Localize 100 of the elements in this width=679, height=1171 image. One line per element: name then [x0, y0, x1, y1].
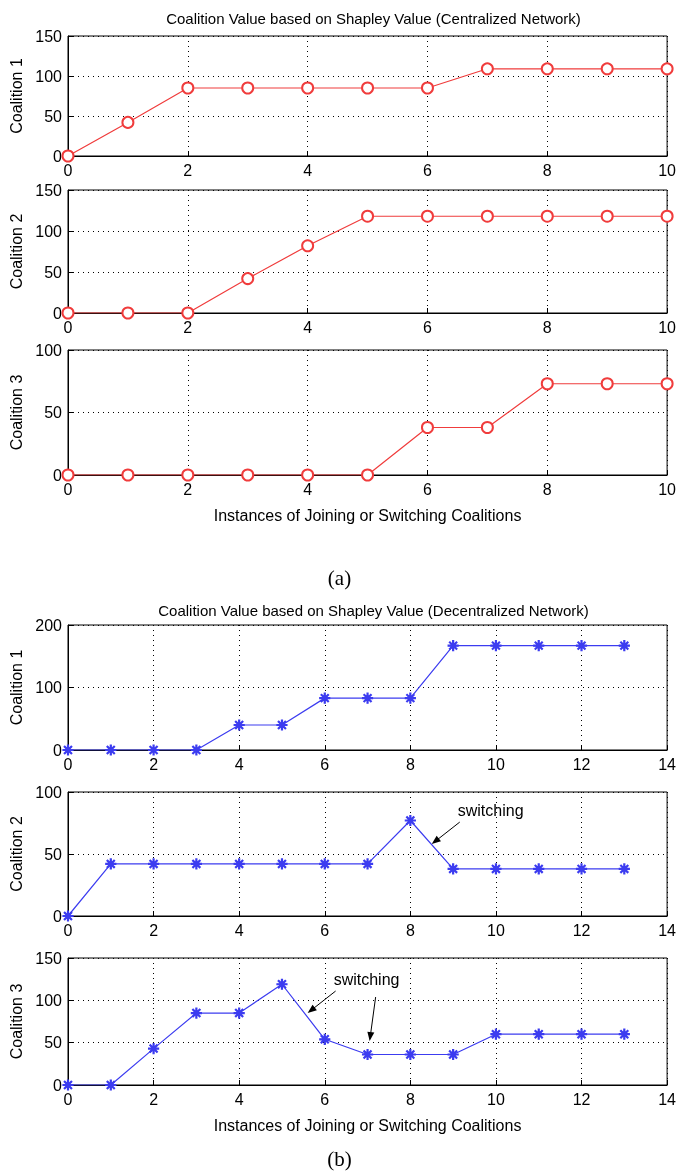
y-tick-label: 100	[35, 783, 63, 801]
x-tick-label: 14	[658, 921, 677, 939]
point	[480, 62, 494, 76]
point	[404, 1048, 416, 1061]
point	[190, 858, 202, 870]
point	[319, 692, 331, 704]
x-tick-label: 2	[149, 755, 159, 773]
point	[233, 719, 245, 731]
point	[490, 640, 502, 652]
point	[301, 468, 315, 482]
point	[575, 640, 588, 652]
point	[147, 858, 160, 870]
x-tick-label: 10	[487, 755, 505, 773]
annotation: switching	[457, 801, 524, 819]
point	[147, 1042, 160, 1055]
point	[447, 640, 459, 652]
point	[241, 272, 255, 286]
point	[540, 209, 554, 223]
y-axis-title: Coalition 1	[7, 58, 25, 134]
point	[301, 239, 315, 253]
y-tick-label: 100	[35, 679, 63, 696]
point	[600, 377, 614, 391]
point	[62, 744, 74, 756]
x-tick-label: 4	[303, 318, 313, 336]
point	[319, 1033, 331, 1045]
point	[533, 1028, 545, 1040]
point	[62, 910, 74, 922]
point	[447, 863, 459, 875]
x-tick-label: 14	[658, 1090, 677, 1108]
x-tick-label: 14	[658, 755, 677, 773]
x-tick-label: 2	[183, 161, 193, 179]
point	[121, 306, 135, 320]
point	[361, 692, 374, 704]
point	[181, 468, 195, 482]
point	[276, 978, 288, 990]
x-tick-label: 8	[542, 480, 552, 498]
x-tick-label: 8	[405, 755, 415, 773]
point	[181, 81, 195, 95]
y-tick-label: 50	[44, 404, 63, 421]
point	[147, 744, 160, 756]
y-tick-label: 150	[35, 181, 63, 199]
y-axis-title: Coalition 3	[7, 374, 25, 451]
y-axis-title: Coalition 2	[7, 816, 25, 892]
point	[361, 468, 375, 482]
y-tick-label: 100	[35, 341, 63, 359]
point	[540, 377, 554, 391]
x-tick-label: 6	[320, 1090, 330, 1108]
point	[233, 858, 245, 870]
x-tick-label: 6	[320, 755, 330, 773]
y-axis-title: Coalition 1	[7, 649, 25, 726]
text: (b)	[327, 1146, 352, 1171]
x-tick-label: 12	[572, 921, 591, 939]
point	[105, 858, 117, 870]
y-tick-label: 50	[44, 107, 63, 125]
x-axis-title: Instances of Joining or Switching Coalitions	[213, 1116, 522, 1134]
point	[660, 377, 674, 391]
x-axis-title: Instances of Joining or Switching Coalitions	[213, 506, 522, 524]
point	[575, 863, 588, 875]
point	[480, 421, 494, 434]
point	[447, 1048, 459, 1061]
y-tick-label: 200	[35, 616, 63, 634]
x-tick-label: 10	[658, 318, 677, 336]
annotation: switching	[333, 970, 400, 988]
point	[241, 81, 255, 95]
point	[490, 863, 502, 875]
x-tick-label: 10	[658, 480, 677, 498]
point	[105, 744, 117, 756]
y-tick-label: 150	[35, 27, 63, 45]
point	[190, 1007, 202, 1019]
point	[361, 1048, 374, 1061]
point	[121, 115, 135, 129]
y-tick-label: 100	[35, 991, 63, 1009]
x-tick-label: 2	[149, 1090, 159, 1108]
x-tick-label: 10	[487, 921, 505, 939]
y-tick-label: 150	[35, 949, 63, 967]
point	[490, 1028, 502, 1040]
point	[190, 744, 202, 756]
x-tick-label: 4	[234, 1090, 244, 1108]
y-axis-title: Coalition 3	[7, 983, 25, 1060]
y-tick-label: 0	[53, 741, 63, 759]
point	[276, 719, 288, 731]
x-tick-label: 6	[423, 480, 433, 498]
y-tick-label: 0	[53, 304, 63, 322]
point	[420, 421, 434, 434]
point	[404, 814, 416, 827]
x-tick-label: 8	[542, 161, 552, 179]
point	[420, 209, 434, 223]
x-tick-label: 10	[658, 161, 677, 179]
point	[61, 149, 75, 163]
point	[62, 1079, 74, 1091]
point	[233, 1007, 245, 1019]
x-tick-label: 4	[303, 161, 313, 179]
x-tick-label: 6	[423, 161, 433, 179]
x-tick-label: 8	[542, 318, 552, 336]
x-tick-label: 10	[487, 1090, 505, 1108]
text: (a)	[327, 565, 352, 590]
point	[361, 858, 374, 870]
point	[600, 62, 614, 76]
x-tick-label: 2	[183, 318, 193, 336]
y-tick-label: 50	[44, 1034, 63, 1052]
